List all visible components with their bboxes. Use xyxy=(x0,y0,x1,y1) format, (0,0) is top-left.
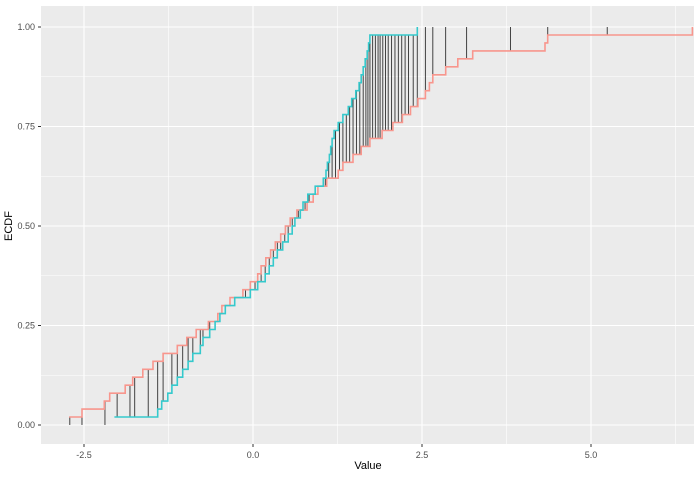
x-tick-label: 5.0 xyxy=(585,450,598,460)
x-tick-label: -2.5 xyxy=(76,450,92,460)
axis-ticks xyxy=(38,26,592,447)
y-tick-label: 0.75 xyxy=(17,122,35,132)
y-tick-label: 0.00 xyxy=(17,420,35,430)
axis-tick-labels: -2.5 0.0 2.5 5.0 0.00 0.25 0.50 0.75 1.00 xyxy=(17,22,597,460)
minor-gridlines xyxy=(41,6,694,444)
ecdf-curve-cyan xyxy=(114,27,419,418)
x-tick-label: 0.0 xyxy=(247,450,260,460)
y-tick-label: 0.50 xyxy=(17,221,35,231)
y-tick-label: 1.00 xyxy=(17,22,35,32)
major-gridlines xyxy=(41,6,694,444)
red-ecdf-line xyxy=(69,27,694,418)
y-tick-label: 0.25 xyxy=(17,321,35,331)
difference-segments xyxy=(69,27,608,425)
x-tick-label: 2.5 xyxy=(416,450,429,460)
y-axis-title: ECDF xyxy=(3,211,15,241)
ecdf-curve-red xyxy=(69,27,694,418)
x-axis-title: Value xyxy=(354,460,381,472)
cyan-ecdf-line xyxy=(114,27,419,418)
